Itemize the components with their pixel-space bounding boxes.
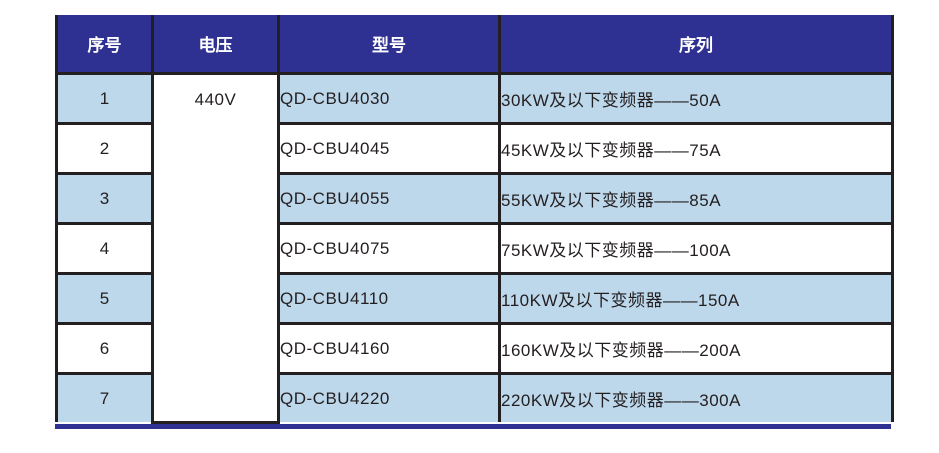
serial-cell: 1 — [55, 72, 154, 125]
series-cell: 30KW及以下变频器——50A — [498, 72, 894, 125]
header-model: 型号 — [277, 15, 501, 75]
spec-table-frame: 序号 电压 型号 序列 1 440V QD-CBU4030 30KW及以下变频器… — [55, 15, 894, 429]
model-cell: QD-CBU4055 — [277, 172, 501, 225]
spec-table: 序号 电压 型号 序列 1 440V QD-CBU4030 30KW及以下变频器… — [55, 15, 894, 424]
series-cell: 110KW及以下变频器——150A — [498, 272, 894, 325]
table-row: 7 QD-CBU4220 220KW及以下变频器——300A — [55, 372, 894, 422]
table-row: 1 440V QD-CBU4030 30KW及以下变频器——50A — [55, 72, 894, 424]
model-cell: QD-CBU4220 — [277, 372, 501, 422]
table-header: 序号 电压 型号 序列 — [55, 15, 894, 75]
serial-cell: 3 — [55, 172, 154, 225]
model-cell: QD-CBU4030 — [277, 72, 501, 125]
series-cell: 55KW及以下变频器——85A — [498, 172, 894, 225]
series-cell: 45KW及以下变频器——75A — [498, 122, 894, 175]
serial-cell: 2 — [55, 122, 154, 175]
series-cell: 220KW及以下变频器——300A — [498, 372, 894, 422]
header-series: 序列 — [498, 15, 894, 75]
header-voltage: 电压 — [151, 15, 280, 75]
serial-cell: 5 — [55, 272, 154, 325]
header-row: 序号 电压 型号 序列 — [55, 15, 894, 75]
series-cell: 75KW及以下变频器——100A — [498, 222, 894, 275]
model-cell: QD-CBU4045 — [277, 122, 501, 175]
model-cell: QD-CBU4075 — [277, 222, 501, 275]
table-row: 4 QD-CBU4075 75KW及以下变频器——100A — [55, 222, 894, 275]
model-cell: QD-CBU4160 — [277, 322, 501, 375]
voltage-value: 440V — [194, 90, 237, 109]
voltage-merged-cell: 440V — [151, 72, 280, 424]
table-row: 5 QD-CBU4110 110KW及以下变频器——150A — [55, 272, 894, 325]
serial-cell: 7 — [55, 372, 154, 422]
serial-cell: 6 — [55, 322, 154, 375]
table-row: 2 QD-CBU4045 45KW及以下变频器——75A — [55, 122, 894, 175]
header-serial-number: 序号 — [55, 15, 154, 75]
series-cell: 160KW及以下变频器——200A — [498, 322, 894, 375]
model-cell: QD-CBU4110 — [277, 272, 501, 325]
table-row: 3 QD-CBU4055 55KW及以下变频器——85A — [55, 172, 894, 225]
table-row: 6 QD-CBU4160 160KW及以下变频器——200A — [55, 322, 894, 375]
table-body: 1 440V QD-CBU4030 30KW及以下变频器——50A 2 QD-C… — [55, 72, 894, 424]
serial-cell: 4 — [55, 222, 154, 275]
